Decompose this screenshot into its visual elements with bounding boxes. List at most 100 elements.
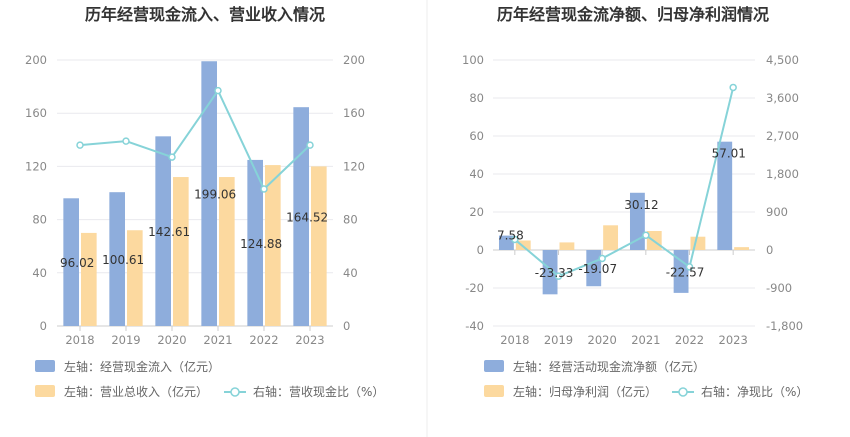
bar-primary xyxy=(247,159,263,326)
bar-primary xyxy=(498,235,514,250)
legend: 左轴：经营活动现金流净额（亿元） 左轴：归母净利润（亿元） 右轴：净现比（%） xyxy=(484,359,808,399)
legend-label: 右轴：营收现金比（%） xyxy=(253,384,384,399)
bar-secondary xyxy=(173,177,189,326)
x-tick-label: 2018 xyxy=(65,333,94,347)
data-label: 142.61 xyxy=(148,225,190,239)
ratio-point xyxy=(76,141,84,149)
ratio-point xyxy=(554,272,563,280)
legend-swatch xyxy=(35,385,55,397)
y-right-tick-label: 120 xyxy=(343,159,365,173)
x-tick-label: 2023 xyxy=(295,333,324,347)
bar-primary xyxy=(717,141,733,250)
y-left-tick-label: 0 xyxy=(477,243,484,257)
legend-swatch xyxy=(484,360,504,372)
y-left-tick-label: 80 xyxy=(32,213,47,227)
ratio-point xyxy=(306,141,314,149)
bar-secondary xyxy=(219,177,235,326)
y-right-tick-label: 160 xyxy=(343,106,365,120)
ratio-point xyxy=(168,153,176,161)
y-left-tick-label: -20 xyxy=(465,281,484,295)
ratio-line xyxy=(514,87,735,278)
y-right-tick-label: 40 xyxy=(343,266,358,280)
x-tick-label: 2020 xyxy=(588,333,617,347)
legend-marker xyxy=(230,387,240,397)
legend-swatch xyxy=(35,360,55,372)
data-label: 57.01 xyxy=(712,147,746,161)
legend-label: 右轴：净现比（%） xyxy=(701,384,808,399)
y-left-tick-label: 20 xyxy=(469,205,484,219)
data-label: -23.33 xyxy=(535,266,574,280)
chart-title: 历年经营现金流净额、归母净利润情况 xyxy=(497,5,769,24)
ratio-point xyxy=(214,86,222,95)
bar-primary xyxy=(586,250,602,287)
legend: 左轴：经营现金流入（亿元） 左轴：营业总收入（亿元） 右轴：营收现金比（%） xyxy=(35,359,384,399)
bar-secondary xyxy=(603,225,619,250)
bar-primary xyxy=(155,136,171,326)
y-right-tick-label: 200 xyxy=(343,53,365,67)
y-left-tick-label: -40 xyxy=(465,319,484,333)
legend-label: 左轴：经营活动现金流净额（亿元） xyxy=(513,359,705,374)
y-left-tick-label: 100 xyxy=(462,53,484,67)
bar-primary xyxy=(673,250,689,293)
bar-secondary xyxy=(690,236,706,250)
legend-marker xyxy=(678,387,688,397)
x-tick-label: 2023 xyxy=(719,333,748,347)
bar-secondary xyxy=(265,165,281,326)
chart-panel-cash-inflow: 历年经营现金流入、营业收入情况 0 0 40 40 80 80 120 120 160 160 200… xyxy=(25,5,384,399)
data-label: -22.57 xyxy=(666,265,705,279)
data-label: -19.07 xyxy=(578,262,617,276)
y-right-tick-label: 80 xyxy=(343,213,358,227)
data-label: 96.02 xyxy=(60,256,94,270)
bar-secondary xyxy=(559,242,575,250)
data-label: 199.06 xyxy=(194,188,236,202)
data-label: 7.58 xyxy=(497,229,524,243)
bar-primary xyxy=(63,198,79,326)
x-tick-label: 2018 xyxy=(500,333,529,347)
y-left-tick-label: 40 xyxy=(32,266,47,280)
y-right-tick-label: 900 xyxy=(766,205,788,219)
x-tick-label: 2019 xyxy=(544,333,573,347)
y-left-tick-label: 60 xyxy=(469,129,484,143)
legend-label: 左轴：经营现金流入（亿元） xyxy=(64,359,220,374)
legend-label: 左轴：营业总收入（亿元） xyxy=(64,384,208,399)
y-right-tick-label: 4,500 xyxy=(766,53,799,67)
x-tick-label: 2022 xyxy=(249,333,278,347)
x-tick-label: 2021 xyxy=(203,333,232,347)
y-left-tick-label: 160 xyxy=(25,106,47,120)
ratio-point xyxy=(511,235,519,244)
bar-primary xyxy=(201,61,217,327)
y-right-tick-label: -900 xyxy=(766,281,792,295)
y-left-tick-label: 120 xyxy=(25,159,47,173)
y-right-tick-label: 0 xyxy=(343,319,350,333)
ratio-point xyxy=(122,137,130,145)
data-label: 164.52 xyxy=(286,211,328,225)
ratio-point xyxy=(598,254,606,263)
bar-primary xyxy=(542,250,558,295)
bar-secondary xyxy=(127,230,143,326)
x-tick-label: 2020 xyxy=(157,333,186,347)
y-right-tick-label: 2,700 xyxy=(766,129,799,143)
chart-panel-net-cash-flow: 历年经营现金流净额、归母净利润情况 -40 -1,800 -20 -900 0 0 20 900… xyxy=(462,5,808,399)
data-label: 30.12 xyxy=(624,198,658,212)
ratio-point xyxy=(685,263,694,271)
bar-primary xyxy=(629,192,645,250)
x-tick-label: 2019 xyxy=(111,333,140,347)
bar-secondary xyxy=(734,247,750,250)
y-right-tick-label: 3,600 xyxy=(766,91,799,105)
ratio-line xyxy=(79,88,311,191)
y-left-tick-label: 200 xyxy=(25,53,47,67)
data-label: 124.88 xyxy=(240,237,282,251)
ratio-point xyxy=(729,83,737,92)
y-right-tick-label: -1,800 xyxy=(766,319,803,333)
bar-secondary xyxy=(81,232,97,326)
ratio-point xyxy=(260,185,268,193)
data-label: 100.61 xyxy=(102,253,144,267)
chart-title: 历年经营现金流入、营业收入情况 xyxy=(85,5,325,24)
y-left-tick-label: 80 xyxy=(469,91,484,105)
x-tick-label: 2021 xyxy=(631,333,660,347)
bar-primary xyxy=(109,192,125,326)
y-left-tick-label: 0 xyxy=(40,319,47,333)
bar-secondary xyxy=(311,166,327,326)
legend-swatch xyxy=(484,385,504,397)
